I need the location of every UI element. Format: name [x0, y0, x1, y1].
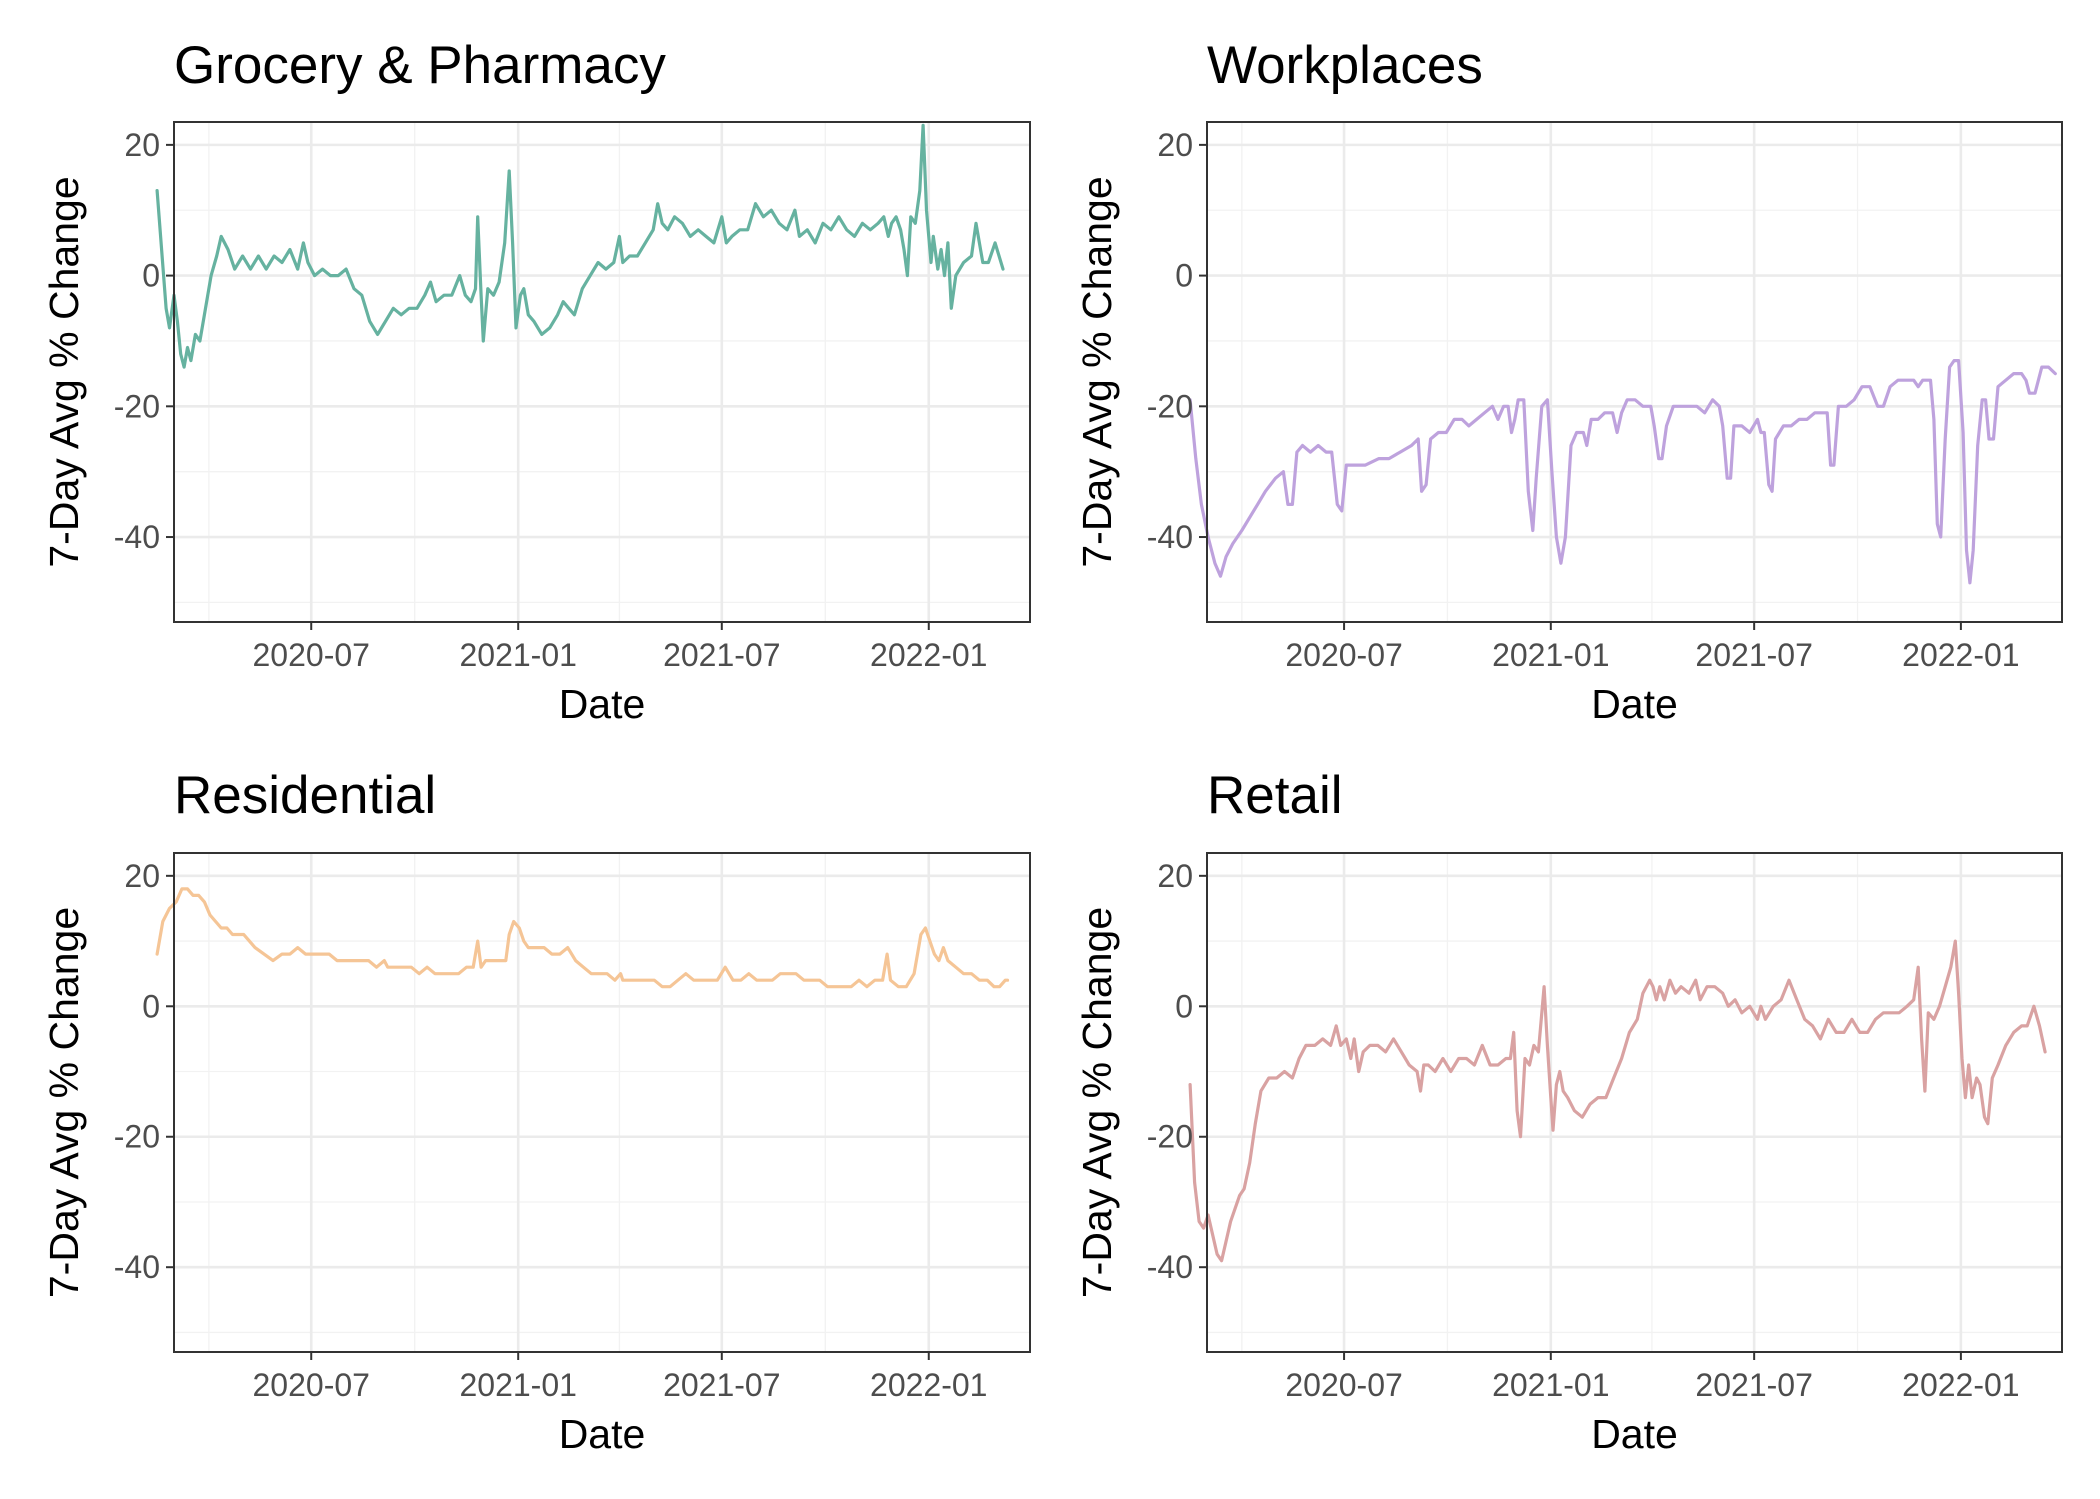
- x-tick-label: 2021-07: [1695, 1367, 1812, 1403]
- panel-title: Residential: [174, 766, 436, 825]
- y-axis-title: 7-Day Avg % Change: [41, 176, 87, 567]
- chart-panel-4: 20 0 -20 -40 2020-07 2021-01 2021-07 2022-01 Ret…: [1074, 766, 2063, 1457]
- x-tick-label: 2021-01: [1492, 637, 1609, 673]
- x-tick-label: 2022-01: [870, 1367, 987, 1403]
- panel-title: Grocery & Pharmacy: [174, 36, 666, 95]
- y-tick-label: 20: [1157, 858, 1193, 894]
- y-axis-title: 7-Day Avg % Change: [41, 907, 87, 1298]
- x-axis-title: Date: [1591, 1411, 1678, 1457]
- chart-panel-2: 20 0 -20 -40 2020-07 2021-01 2021-07 2022-01 Wor…: [1074, 36, 2063, 727]
- x-tick-label: 2020-07: [253, 1367, 370, 1403]
- y-tick-label: -40: [114, 519, 160, 555]
- x-axis-title: Date: [1591, 681, 1678, 727]
- y-tick-label: -40: [1147, 519, 1193, 555]
- x-tick-label: 2021-01: [1492, 1367, 1609, 1403]
- series-line: [155, 123, 1005, 369]
- y-axis-title: 7-Day Avg % Change: [1074, 176, 1120, 567]
- y-tick-label: 0: [1175, 258, 1193, 294]
- series-line: [1188, 359, 2057, 585]
- y-tick-label: 20: [1157, 127, 1193, 163]
- y-tick-label: 20: [124, 858, 160, 894]
- chart-panel-3: 20 0 -20 -40 2020-07 2021-01 2021-07 2022-01 Res…: [41, 766, 1031, 1457]
- y-axis-title: 7-Day Avg % Change: [1074, 907, 1120, 1298]
- x-axis-title: Date: [559, 1411, 646, 1457]
- y-tick-label: 0: [1175, 988, 1193, 1024]
- y-tick-label: 20: [124, 127, 160, 163]
- y-tick-label: 0: [142, 258, 160, 294]
- panel-border: [1206, 121, 2063, 623]
- y-tick-label: -20: [1147, 388, 1193, 424]
- y-tick-label: -20: [1147, 1119, 1193, 1155]
- series-line: [1188, 939, 2047, 1263]
- x-tick-label: 2022-01: [1902, 1367, 2019, 1403]
- chart-panel-1: 20 0 -20 -40 2020-07 2021-01 2021-07 2022-01 Gro…: [41, 36, 1031, 727]
- x-tick-label: 2021-01: [459, 1367, 576, 1403]
- x-tick-label: 2022-01: [870, 637, 987, 673]
- x-tick-label: 2020-07: [1285, 637, 1402, 673]
- x-tick-label: 2022-01: [1902, 637, 2019, 673]
- y-tick-label: -40: [114, 1249, 160, 1285]
- x-tick-label: 2021-07: [1695, 637, 1812, 673]
- x-axis-title: Date: [559, 681, 646, 727]
- series-line: [155, 887, 1010, 989]
- x-tick-label: 2020-07: [1285, 1367, 1402, 1403]
- y-tick-label: 0: [142, 988, 160, 1024]
- panel-border: [1206, 852, 2063, 1353]
- x-tick-label: 2021-01: [459, 637, 576, 673]
- y-tick-label: -40: [1147, 1249, 1193, 1285]
- y-tick-label: -20: [114, 1119, 160, 1155]
- x-tick-label: 2021-07: [663, 637, 780, 673]
- panel-border: [173, 121, 1031, 623]
- panel-title: Retail: [1207, 766, 1343, 825]
- x-tick-label: 2021-07: [663, 1367, 780, 1403]
- panel-border: [173, 852, 1031, 1353]
- panel-title: Workplaces: [1207, 36, 1483, 95]
- x-tick-label: 2020-07: [253, 637, 370, 673]
- y-tick-label: -20: [114, 388, 160, 424]
